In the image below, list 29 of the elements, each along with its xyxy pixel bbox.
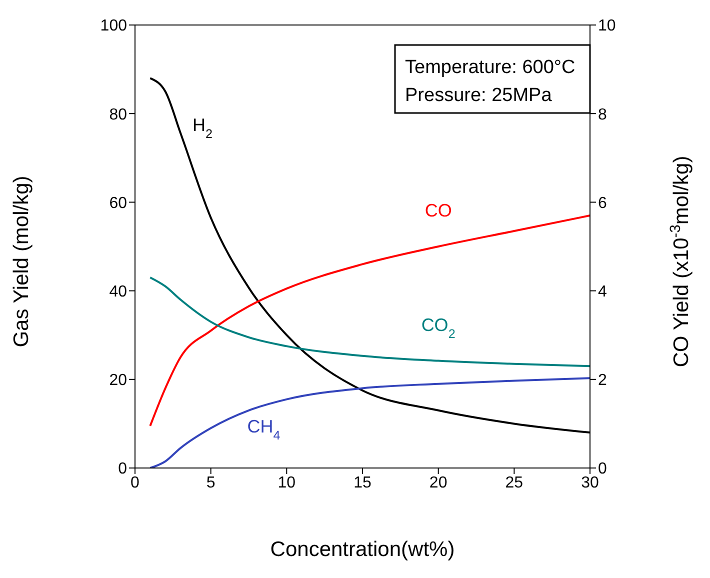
annotation: Pressure: 25MPa — [405, 85, 552, 106]
annotation: Temperature: 600°C — [405, 57, 576, 78]
x-tick-label: 30 — [581, 474, 599, 492]
y2-tick-label: 4 — [598, 283, 607, 300]
y-tick-label: 100 — [100, 18, 128, 35]
y-tick-label: 0 — [118, 460, 128, 478]
y2-tick-label: 10 — [598, 18, 616, 35]
series-label: CH$_{4}$ — [247, 416, 280, 442]
y2-tick-label: 0 — [598, 460, 607, 478]
y-tick-label: 40 — [109, 283, 128, 300]
x-tick-label: 15 — [354, 474, 372, 492]
x-tick-label: 25 — [505, 474, 524, 492]
x-tick-label: 10 — [278, 474, 296, 492]
y-axis-title: Gas Yield (mol/kg) — [10, 176, 33, 348]
series-label: CO — [424, 200, 452, 220]
y-tick-label: 60 — [109, 194, 128, 212]
line-series — [149, 377, 590, 468]
series-label: CO$_{2}$ — [421, 314, 456, 341]
y2-tick-label: 8 — [598, 106, 607, 124]
y2-tick-label: 6 — [598, 194, 607, 212]
x-tick-label: 20 — [429, 474, 448, 492]
x-axis-title: Concentration(wt%) — [270, 538, 455, 561]
y-tick-label: 20 — [109, 372, 128, 390]
x-tick-label: 0 — [130, 474, 140, 492]
series-label: H$_{2}$ — [192, 115, 213, 142]
y2-tick-label: 2 — [598, 372, 607, 390]
x-tick-label: 5 — [206, 474, 216, 492]
line-series — [149, 276, 590, 368]
y-tick-label: 80 — [109, 106, 128, 124]
